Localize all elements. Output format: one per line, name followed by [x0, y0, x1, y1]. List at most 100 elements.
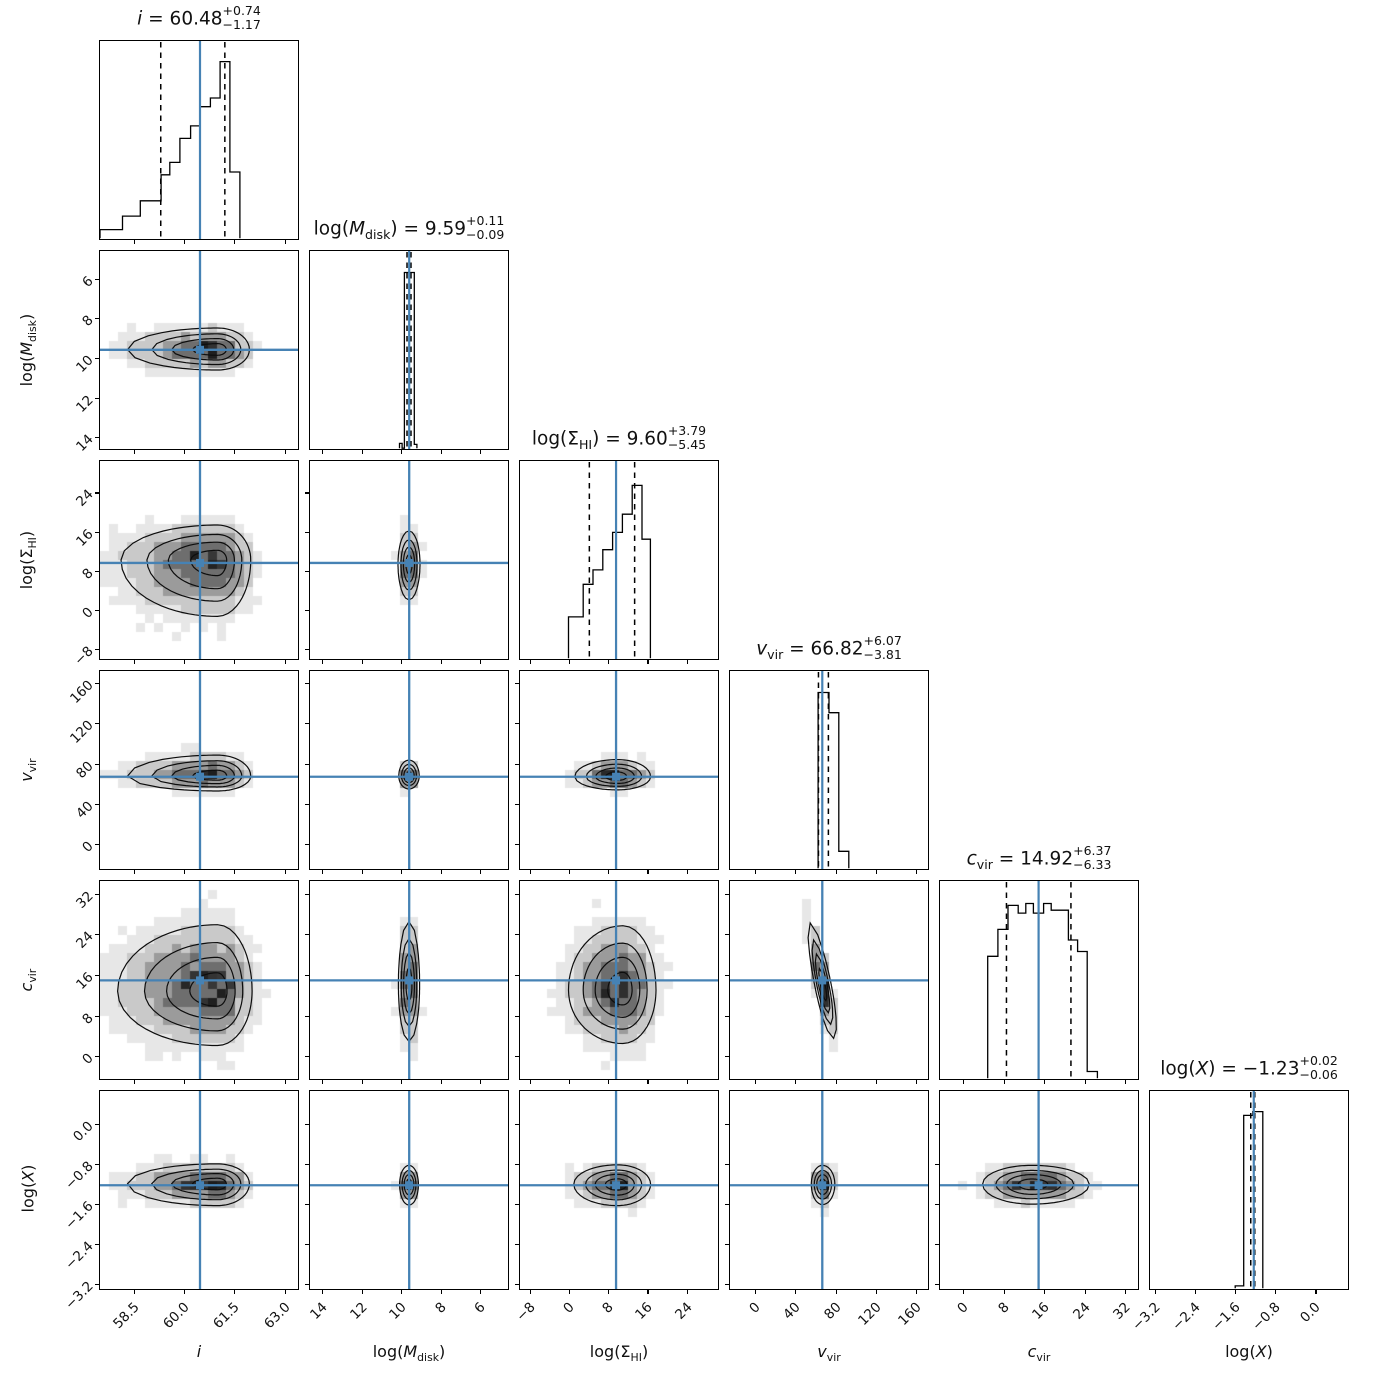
panel-v-vs-c	[729, 880, 929, 1080]
axis-tick-y-v	[95, 723, 99, 725]
axis-tick-x-logM	[401, 1290, 403, 1294]
axis-tick-y-logM	[95, 357, 99, 360]
axis-tick-y-c	[515, 1056, 519, 1058]
axis-tick-x-i	[234, 450, 236, 454]
axis-tick-x-logS	[647, 870, 649, 874]
axis-tick-x-v	[755, 1080, 757, 1084]
panel-i-vs-logM	[99, 250, 299, 450]
axis-tick-x-c	[1084, 1290, 1086, 1294]
axis-tick-x-i	[183, 870, 186, 874]
panel-hist-logS	[519, 460, 719, 660]
hist-line-logS	[567, 484, 652, 659]
axis-tick-x-i	[133, 1290, 135, 1294]
axis-tick-x-logM	[361, 1290, 363, 1294]
axis-tick-y-logX	[515, 1123, 519, 1125]
axis-tick-y-logS	[305, 649, 309, 651]
axis-tick-x-c	[962, 1290, 964, 1294]
axis-tick-x-c	[1084, 1080, 1086, 1084]
axis-tick-x-i	[284, 450, 286, 454]
axis-tick-x-logM	[480, 450, 482, 454]
axis-tick-x-logX	[1275, 1290, 1277, 1294]
axis-tick-x-logM	[321, 1290, 324, 1294]
axis-tick-y-logM	[95, 437, 99, 439]
x-axis-title-i: i	[196, 1342, 202, 1361]
contour-level-3	[607, 971, 633, 1006]
axis-tick-y-v	[515, 763, 519, 765]
y-axis-title-logX: log(X)	[18, 1164, 38, 1213]
x-axis-title-v: vvir	[817, 1342, 841, 1365]
panel-title-logS: log(ΣHI) = 9.60 +3.79 −5.45	[531, 423, 707, 453]
axis-tick-y-c	[515, 974, 519, 977]
panel-canvas	[100, 251, 298, 449]
panel-hist-i	[99, 40, 299, 240]
axis-tick-y-logX	[95, 1163, 99, 1165]
axis-tick-x-logS	[529, 660, 531, 664]
axis-tick-y-logS	[95, 649, 99, 651]
y-axis-title-v: vvir	[16, 758, 40, 782]
axis-tick-x-logS	[647, 1290, 649, 1294]
axis-tick-y-logX	[305, 1203, 309, 1205]
axis-tick-y-logX	[305, 1243, 309, 1246]
axis-tick-x-i	[133, 240, 135, 244]
panel-logS-vs-logX	[519, 1090, 719, 1290]
panel-canvas	[987, 881, 1099, 1079]
density-canvas	[730, 1091, 928, 1289]
axis-tick-x-logM	[401, 870, 403, 874]
truth-marker	[612, 976, 621, 985]
axis-tick-y-c	[95, 974, 99, 977]
panel-canvas	[520, 671, 718, 869]
title-uncertainty: +6.07 −3.81	[863, 633, 902, 662]
axis-tick-x-c	[1044, 1080, 1046, 1084]
axis-tick-x-v	[795, 1290, 797, 1294]
axis-tick-y-logS	[95, 570, 99, 572]
truth-marker	[196, 345, 205, 354]
contour-level-0	[120, 524, 252, 618]
axis-tick-y-logX	[515, 1163, 519, 1165]
axis-tick-y-logS	[305, 570, 309, 572]
panel-logM-vs-logS	[309, 460, 509, 660]
panel-i-vs-logX	[99, 1090, 299, 1290]
truth-marker	[612, 1181, 621, 1190]
contour-level-3	[189, 972, 228, 1007]
axis-tick-x-i	[133, 870, 135, 874]
x-axis-title-logX: log(X)	[1225, 1342, 1273, 1361]
panel-logM-vs-c	[309, 880, 509, 1080]
truth-marker	[196, 1181, 205, 1190]
axis-tick-y-logX	[725, 1163, 729, 1165]
axis-tick-x-logS	[686, 870, 688, 874]
contour-level-1	[582, 942, 648, 1030]
contour-level-0	[116, 924, 253, 1047]
panel-canvas	[100, 671, 298, 869]
contour-level-2	[165, 956, 236, 1020]
axis-tick-x-logM	[440, 870, 442, 874]
contour-level-1	[400, 937, 418, 1028]
axis-tick-x-logS	[569, 660, 571, 664]
axis-tick-y-v	[95, 683, 99, 685]
panel-canvas	[100, 881, 298, 1079]
panel-title-logM: log(Mdisk) = 9.59 +0.11 −0.09	[313, 213, 505, 243]
panel-i-vs-c	[99, 880, 299, 1080]
axis-tick-y-c	[725, 1056, 729, 1058]
axis-tick-y-c	[515, 1015, 519, 1017]
axis-tick-y-logX	[515, 1284, 519, 1286]
axis-tick-y-logM	[95, 397, 99, 399]
axis-tick-x-i	[284, 1080, 286, 1084]
y-axis-title-logS: log(ΣHI)	[16, 530, 40, 590]
axis-tick-x-c	[1125, 1290, 1127, 1294]
hist-line-logM	[398, 271, 418, 449]
axis-tick-y-logX	[725, 1123, 729, 1125]
hist-line-i	[100, 60, 241, 239]
axis-tick-x-logS	[569, 870, 571, 874]
contour-level-0	[126, 1163, 251, 1207]
panel-hist-c	[939, 880, 1139, 1080]
panel-i-vs-v	[99, 670, 299, 870]
axis-tick-y-v	[305, 763, 309, 765]
axis-tick-x-v	[915, 1290, 918, 1294]
panel-canvas	[398, 251, 418, 449]
axis-tick-x-logS	[529, 870, 531, 874]
axis-tick-x-c	[1003, 1290, 1005, 1294]
axis-tick-y-v	[515, 683, 519, 685]
axis-tick-x-logS	[686, 1080, 688, 1084]
axis-tick-x-v	[795, 870, 797, 874]
axis-tick-y-c	[725, 934, 729, 936]
